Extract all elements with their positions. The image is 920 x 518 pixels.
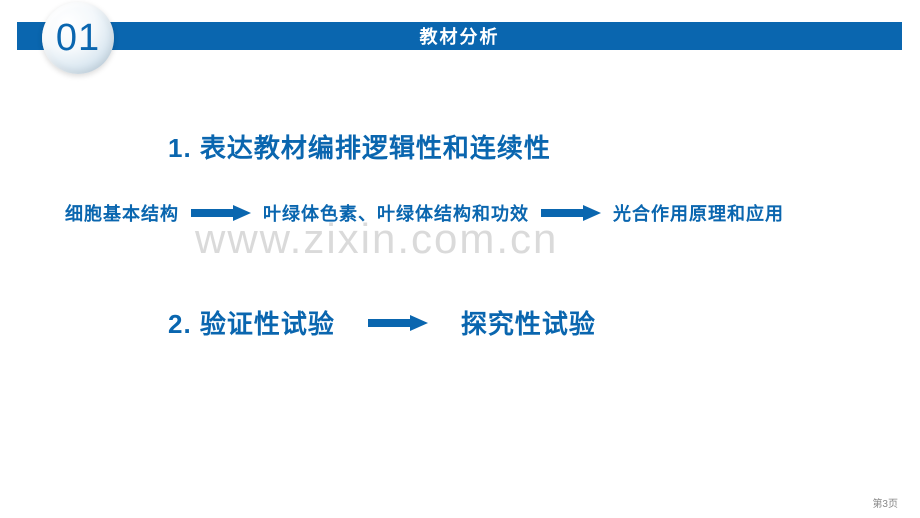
header-title: 教材分析 (420, 23, 500, 49)
flow-item-1: 细胞基本结构 (65, 200, 179, 226)
section-number-circle: 01 (42, 2, 114, 74)
header-bar: 教材分析 (17, 22, 902, 50)
flow-item-2: 叶绿体色素、叶绿体结构和功效 (263, 200, 529, 226)
section2-right: 探究性试验 (461, 304, 596, 341)
page-number: 第3页 (872, 495, 898, 510)
flow-item-3: 光合作用原理和应用 (613, 200, 784, 226)
arrow-icon (191, 204, 251, 222)
section1-title: 1. 表达教材编排逻辑性和连续性 (168, 128, 551, 165)
section-number: 01 (56, 17, 100, 60)
flow-row: 细胞基本结构 叶绿体色素、叶绿体结构和功效 光合作用原理和应用 (65, 200, 784, 226)
arrow-icon (363, 314, 433, 332)
section2-row: 2. 验证性试验 探究性试验 (168, 304, 596, 341)
section2-left: 2. 验证性试验 (168, 304, 335, 341)
arrow-icon (541, 204, 601, 222)
